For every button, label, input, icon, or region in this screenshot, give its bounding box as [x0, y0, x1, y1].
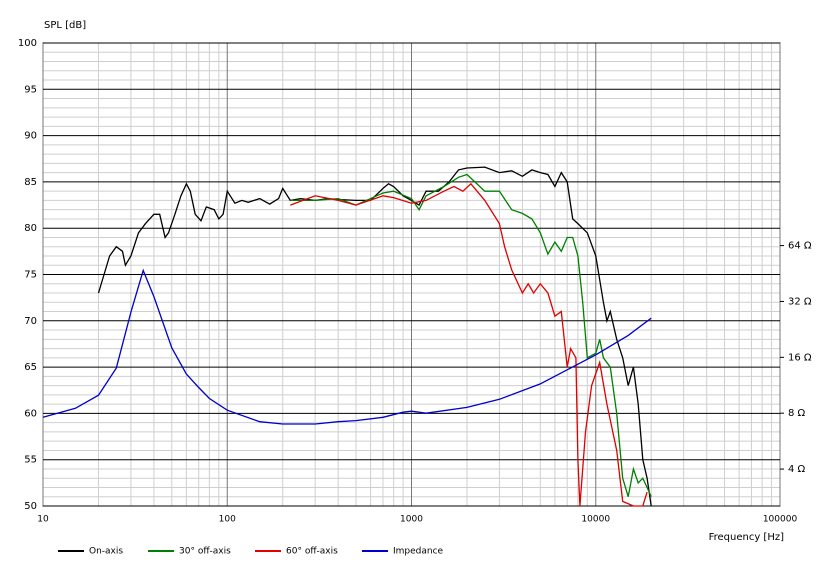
y-tick-label: 70	[24, 316, 37, 327]
y-tick-label: 50	[24, 501, 37, 512]
y-axis-title: SPL [dB]	[44, 20, 86, 31]
series-line	[42, 268, 652, 425]
x-tick-label: 1000	[400, 515, 423, 525]
x-tick-label: 100000	[763, 515, 798, 525]
legend-label: 60° off-axis	[286, 547, 338, 557]
y-tick-label: 75	[24, 270, 37, 281]
x-tick-label: 100	[219, 515, 236, 525]
series-line	[290, 182, 648, 507]
y2-tick-label: 16 Ω	[788, 352, 812, 363]
legend-label: Impedance	[393, 547, 444, 557]
y2-tick-label: 4 Ω	[788, 464, 806, 475]
y2-tick-label: 8 Ω	[788, 408, 806, 419]
y-tick-label: 55	[24, 455, 37, 466]
x-tick-label: 10	[37, 515, 49, 525]
x-axis-title: Frequency [Hz]	[709, 532, 785, 543]
y-tick-label: 95	[24, 84, 37, 95]
series-line	[290, 173, 652, 497]
legend-label: 30° off-axis	[179, 547, 231, 557]
y-tick-label: 90	[24, 131, 37, 142]
y2-tick-label: 64 Ω	[788, 241, 812, 252]
y-tick-label: 65	[24, 362, 37, 373]
y-tick-label: 80	[24, 223, 37, 234]
y-tick-label: 85	[24, 177, 37, 188]
y-tick-label: 60	[24, 408, 37, 419]
legend-label: On-axis	[89, 547, 123, 557]
y2-tick-label: 32 Ω	[788, 296, 812, 307]
y-tick-label: 100	[18, 38, 37, 49]
x-tick-label: 10000	[581, 515, 610, 525]
